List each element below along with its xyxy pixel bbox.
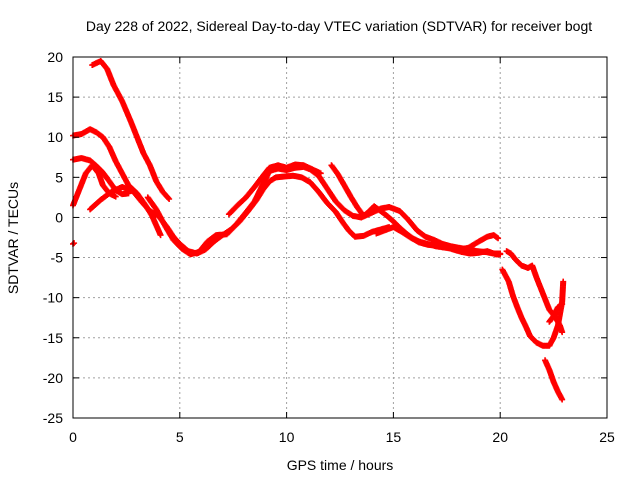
data-point [317,170,324,177]
series-track-i [328,162,502,253]
y-tick-label: 0 [55,209,63,225]
axis-ticks: 0 5 10 15 20 25 -25 -20 -15 -10 -5 0 5 10 15 20 [43,49,615,445]
data-point [157,232,164,239]
series-track-m [546,301,566,325]
data-point [495,235,502,242]
data-point [166,195,173,202]
data-point [71,240,78,247]
series-track-g [144,163,504,258]
plot-frame [72,56,608,419]
data-point [558,301,565,308]
data-point [497,251,504,258]
x-tick-label: 20 [492,429,508,445]
data-point [112,193,119,200]
series-track-h [225,161,324,218]
series-track-k [503,248,566,336]
x-tick-label: 25 [599,429,615,445]
x-tick-label: 10 [279,429,295,445]
series-track-a [70,240,78,247]
y-tick-label: 20 [47,49,63,65]
y-tick-label: 15 [47,89,63,105]
chart-title: Day 228 of 2022, Sidereal Day-to-day VTE… [86,18,592,34]
x-tick-label: 0 [69,429,77,445]
data-point [559,396,566,403]
y-tick-label: -25 [43,410,63,426]
y-tick-label: 5 [55,169,63,185]
series-track-n [542,357,566,403]
grid [73,57,607,418]
y-tick-label: -15 [43,330,63,346]
data-series [70,58,567,403]
data-point [493,234,500,241]
series-track-b [89,58,173,202]
x-axis-label: GPS time / hours [287,457,394,473]
y-tick-label: -20 [43,370,63,386]
x-tick-label: 5 [176,429,184,445]
data-point [559,301,566,308]
data-point [165,194,172,201]
y-tick-label: -10 [43,290,63,306]
data-point [559,329,566,336]
x-tick-label: 15 [386,429,402,445]
series-track-l [499,266,567,349]
y-tick-label: 10 [47,129,63,145]
y-axis-label: SDTVAR / TECUs [5,182,21,294]
series-track-j [373,224,504,258]
data-point [560,278,567,285]
y-tick-label: -5 [51,250,64,266]
